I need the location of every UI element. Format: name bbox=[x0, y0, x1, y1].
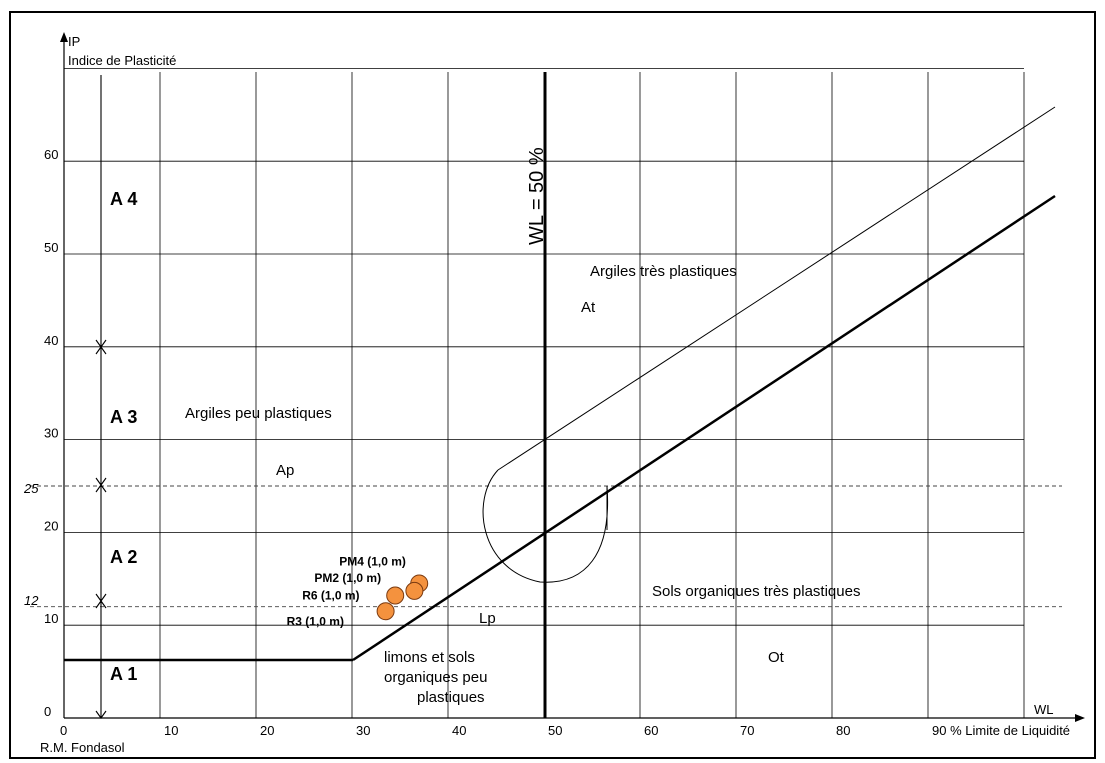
data-point-label: R3 (1,0 m) bbox=[287, 614, 344, 628]
x-tick-label: 30 bbox=[356, 723, 370, 738]
region-limons-1: limons et sols bbox=[384, 649, 475, 666]
y-tick-label: 20 bbox=[44, 518, 58, 533]
y-tick-25: 25 bbox=[23, 481, 39, 496]
y-tick-label: 30 bbox=[44, 426, 58, 441]
region-limons-2: organiques peu bbox=[384, 669, 487, 686]
class-a2: A 2 bbox=[110, 547, 137, 567]
organic-loop-curve bbox=[482, 469, 609, 583]
region-argiles-tres: Argiles très plastiques bbox=[590, 263, 737, 280]
x-tick-label: 50 bbox=[548, 723, 562, 738]
y-tick-labels: 0 10 20 30 40 50 60 bbox=[44, 147, 58, 719]
region-ap: Ap bbox=[276, 462, 294, 479]
x-tick-label: 0 bbox=[60, 723, 67, 738]
region-limons-3: plastiques bbox=[417, 689, 485, 706]
a-line bbox=[352, 194, 1056, 662]
dashed-lines bbox=[30, 485, 1062, 608]
data-points bbox=[376, 574, 429, 621]
source-label: R.M. Fondasol bbox=[40, 740, 125, 755]
y-axis-symbol: IP bbox=[68, 34, 80, 49]
region-sols-org: Sols organiques très plastiques bbox=[652, 583, 860, 600]
data-point-labels: PM4 (1,0 m) PM2 (1,0 m) R6 (1,0 m) R3 (1,0 … bbox=[287, 554, 406, 628]
class-a3: A 3 bbox=[110, 407, 137, 427]
wl50-label: WL = 50 % bbox=[526, 147, 548, 245]
x-axis-name: 90 % Limite de Liquidité bbox=[932, 723, 1070, 738]
region-argiles-peu: Argiles peu plastiques bbox=[185, 405, 332, 422]
x-tick-label: 10 bbox=[164, 723, 178, 738]
y-tick-label: 0 bbox=[44, 704, 51, 719]
region-ot: Ot bbox=[768, 649, 785, 666]
class-a1: A 1 bbox=[110, 664, 137, 684]
x-tick-label: 20 bbox=[260, 723, 274, 738]
y-tick-12: 12 bbox=[24, 593, 39, 608]
y-tick-label: 40 bbox=[44, 333, 58, 348]
region-lp: Lp bbox=[479, 610, 496, 627]
data-point-label: R6 (1,0 m) bbox=[302, 589, 359, 603]
y-tick-label: 10 bbox=[44, 611, 58, 626]
class-band-arrows bbox=[95, 75, 107, 719]
axes bbox=[63, 38, 1078, 719]
y-axis-arrow bbox=[60, 32, 68, 42]
y-tick-label: 60 bbox=[44, 147, 58, 162]
data-point-label: PM2 (1,0 m) bbox=[314, 571, 381, 585]
y-axis-name: Indice de Plasticité bbox=[68, 53, 176, 68]
data-point bbox=[386, 586, 405, 605]
classification-lines bbox=[64, 72, 1056, 718]
x-tick-label: 60 bbox=[644, 723, 658, 738]
data-point bbox=[376, 602, 395, 621]
x-tick-label: 70 bbox=[740, 723, 754, 738]
x-tick-label: 40 bbox=[452, 723, 466, 738]
upper-boundary-curve bbox=[497, 106, 1056, 471]
x-tick-label: 80 bbox=[836, 723, 850, 738]
x-axis-arrow bbox=[1075, 714, 1085, 722]
data-point-label: PM4 (1,0 m) bbox=[339, 554, 406, 568]
class-a4: A 4 bbox=[110, 189, 137, 209]
y-tick-label: 50 bbox=[44, 240, 58, 255]
x-axis-symbol: WL bbox=[1034, 702, 1054, 717]
chart-border bbox=[9, 11, 1096, 759]
x-tick-labels: 0 10 20 30 40 50 60 70 80 bbox=[60, 723, 850, 738]
data-point bbox=[405, 581, 424, 600]
region-at: At bbox=[581, 299, 596, 316]
